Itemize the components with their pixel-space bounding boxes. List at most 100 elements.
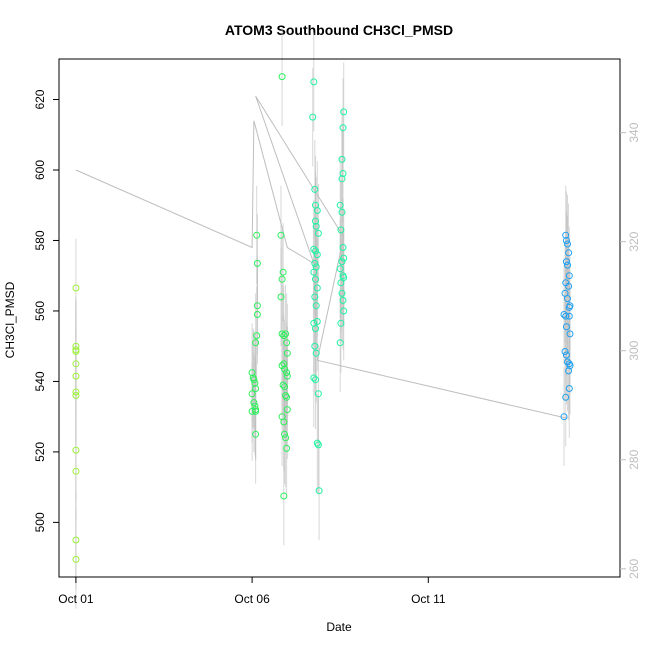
data-point — [340, 307, 348, 315]
data-point — [339, 124, 347, 132]
y2-tick-label: 320 — [627, 231, 641, 251]
data-point — [283, 393, 291, 401]
data-point — [560, 413, 568, 421]
plot-area: 500 520 540 560 580 600 620 260 280 300 320 340 Oct … — [33, 27, 641, 609]
data-point — [337, 279, 345, 287]
data-point — [72, 446, 80, 454]
data-point — [248, 390, 256, 398]
data-point — [311, 342, 319, 350]
data-point — [72, 467, 80, 475]
data-point — [253, 231, 261, 239]
y-tick-label: 500 — [33, 512, 47, 532]
x-tick-label: Oct 06 — [234, 592, 270, 606]
data-point — [72, 360, 80, 368]
data-point — [278, 330, 286, 338]
data-point — [314, 229, 322, 237]
data-point — [339, 170, 347, 177]
x-tick-label: Oct 01 — [58, 592, 94, 606]
data-point — [279, 268, 287, 276]
y2-tick-label: 280 — [627, 449, 641, 469]
y2-tick-label: 260 — [627, 558, 641, 578]
data-point — [72, 555, 80, 563]
data-point — [565, 249, 573, 257]
data-point — [310, 268, 318, 276]
data-point — [281, 430, 288, 438]
y-tick-label: 560 — [33, 301, 47, 321]
data-point — [565, 282, 573, 290]
chart-title: ATOM3 Southbound CH3Cl_PMSD — [225, 22, 453, 38]
data-point — [277, 293, 285, 301]
data-point — [311, 185, 319, 193]
x-axis-label: Date — [326, 620, 352, 634]
data-point — [565, 312, 573, 320]
data-point — [315, 487, 323, 495]
data-point — [252, 339, 260, 347]
data-point — [72, 536, 80, 544]
data-point — [564, 261, 571, 269]
data-point — [339, 244, 347, 251]
data-point — [279, 381, 287, 389]
data-point — [312, 222, 320, 230]
data-point — [283, 369, 291, 377]
data-point — [280, 418, 288, 426]
data-point — [281, 383, 288, 391]
y2-tick-label: 340 — [627, 122, 641, 142]
data-point — [283, 444, 291, 452]
x-tick-label: Oct 11 — [411, 592, 446, 606]
data-point — [280, 332, 288, 340]
data-point — [309, 113, 317, 121]
data-point — [280, 360, 288, 368]
data-point — [250, 376, 258, 384]
data-point — [281, 365, 288, 373]
data-point — [562, 231, 570, 239]
data-point — [339, 296, 347, 304]
data-point — [314, 441, 322, 449]
data-point — [564, 295, 571, 303]
data-point — [313, 439, 321, 447]
data-point — [314, 390, 322, 398]
data-point — [251, 402, 259, 410]
data-point — [313, 207, 321, 214]
data-point — [336, 201, 344, 209]
data-point — [311, 293, 319, 301]
data-point — [566, 302, 574, 310]
data-point — [340, 108, 348, 116]
data-point — [248, 369, 256, 377]
data-point — [338, 258, 346, 266]
data-point — [562, 323, 570, 331]
y-tick-label: 620 — [33, 89, 47, 109]
data-point — [310, 78, 318, 86]
data-point — [282, 330, 290, 338]
data-point — [337, 226, 345, 234]
data-point — [312, 247, 319, 255]
data-point — [278, 73, 286, 81]
data-point — [338, 289, 346, 297]
data-point — [253, 311, 261, 318]
data-point — [312, 349, 320, 357]
data-point — [72, 342, 80, 350]
data-point — [278, 275, 286, 283]
data-point — [248, 407, 256, 415]
data-point — [72, 348, 80, 355]
data-point — [253, 302, 261, 310]
data-point — [338, 208, 346, 216]
data-point — [313, 318, 321, 325]
data-point — [252, 385, 260, 392]
y-axis-label: CH3Cl_PMSD — [3, 281, 17, 358]
data-point — [311, 259, 319, 267]
data-point — [336, 265, 344, 273]
data-point — [310, 245, 318, 253]
y-tick-label: 600 — [33, 160, 47, 180]
data-point — [312, 376, 319, 384]
data-point — [337, 319, 345, 327]
connecting-line — [75, 95, 568, 419]
data-point — [72, 388, 80, 396]
data-point — [312, 302, 320, 310]
data-point — [282, 434, 290, 442]
data-point — [562, 237, 570, 244]
data-point — [565, 385, 573, 392]
data-point — [72, 284, 80, 292]
data-point — [313, 284, 321, 292]
data-point — [566, 330, 574, 338]
